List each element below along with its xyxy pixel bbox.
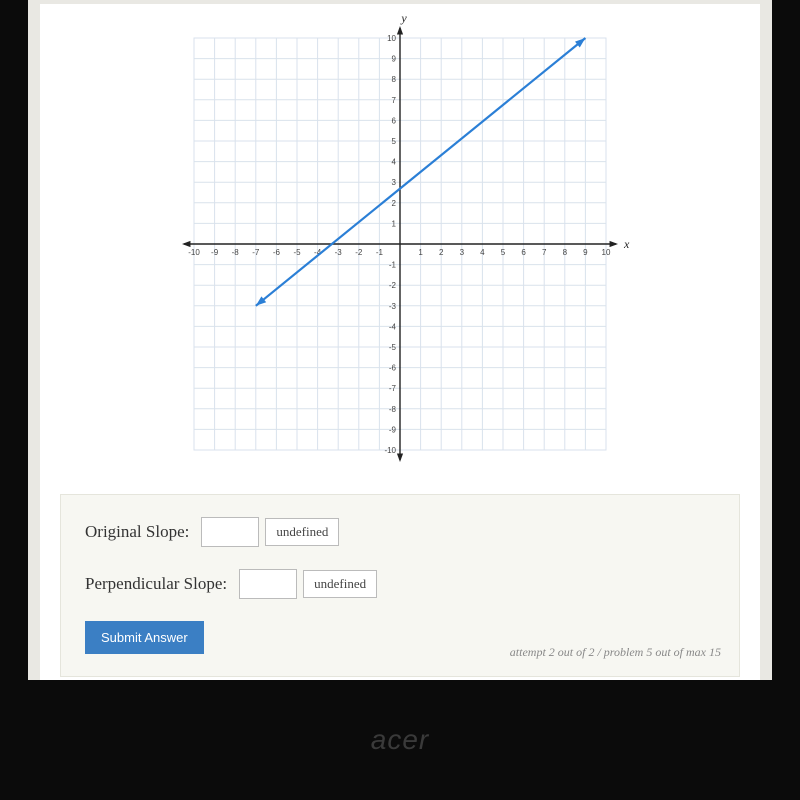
perpendicular-slope-label: Perpendicular Slope: — [85, 574, 227, 594]
laptop-brand-logo: acer — [371, 724, 429, 756]
svg-text:9: 9 — [583, 248, 588, 257]
bezel-left — [0, 0, 28, 680]
svg-text:-3: -3 — [389, 302, 397, 311]
perpendicular-slope-row: Perpendicular Slope: undefined — [85, 569, 715, 599]
attempt-status: attempt 2 out of 2 / problem 5 out of ma… — [510, 645, 721, 660]
original-slope-label: Original Slope: — [85, 522, 189, 542]
svg-text:4: 4 — [480, 248, 485, 257]
svg-text:-2: -2 — [355, 248, 363, 257]
svg-text:-7: -7 — [252, 248, 260, 257]
svg-text:2: 2 — [439, 248, 444, 257]
svg-text:7: 7 — [392, 96, 397, 105]
svg-text:-10: -10 — [188, 248, 200, 257]
svg-text:-8: -8 — [232, 248, 240, 257]
svg-text:6: 6 — [392, 116, 397, 125]
answer-panel: Original Slope: undefined Perpendicular … — [60, 494, 740, 677]
svg-text:5: 5 — [392, 137, 397, 146]
svg-text:x: x — [623, 237, 630, 251]
svg-text:-8: -8 — [389, 405, 397, 414]
graph-container: -10 -9 -8 -7 -6 -5 -4 -3 -2 -1 1 2 3 4 5 6 7 8 9 10 -10 -9 -8 -… — [60, 14, 740, 474]
screen-content: -10 -9 -8 -7 -6 -5 -4 -3 -2 -1 1 2 3 4 5 6 7 8 9 10 -10 -9 -8 -… — [28, 0, 772, 680]
svg-text:10: 10 — [387, 34, 396, 43]
svg-text:5: 5 — [501, 248, 506, 257]
perpendicular-slope-input[interactable] — [239, 569, 297, 599]
svg-text:-6: -6 — [273, 248, 281, 257]
svg-text:y: y — [400, 14, 407, 25]
laptop-bezel-bottom: acer — [0, 680, 800, 800]
svg-text:8: 8 — [392, 75, 397, 84]
svg-text:7: 7 — [542, 248, 547, 257]
svg-text:9: 9 — [392, 55, 397, 64]
original-slope-row: Original Slope: undefined — [85, 517, 715, 547]
svg-text:3: 3 — [460, 248, 465, 257]
svg-text:6: 6 — [521, 248, 526, 257]
perpendicular-undefined-button[interactable]: undefined — [303, 570, 377, 598]
svg-text:-9: -9 — [389, 425, 397, 434]
svg-text:3: 3 — [392, 178, 397, 187]
svg-text:2: 2 — [392, 199, 397, 208]
svg-text:-4: -4 — [389, 322, 397, 331]
svg-text:-6: -6 — [389, 364, 397, 373]
submit-answer-button[interactable]: Submit Answer — [85, 621, 204, 654]
svg-text:8: 8 — [563, 248, 568, 257]
svg-text:-2: -2 — [389, 281, 397, 290]
original-slope-input[interactable] — [201, 517, 259, 547]
svg-text:-1: -1 — [376, 248, 384, 257]
svg-text:-9: -9 — [211, 248, 219, 257]
svg-text:-1: -1 — [389, 261, 397, 270]
svg-text:-3: -3 — [335, 248, 343, 257]
svg-text:-5: -5 — [389, 343, 397, 352]
coordinate-graph: -10 -9 -8 -7 -6 -5 -4 -3 -2 -1 1 2 3 4 5 6 7 8 9 10 -10 -9 -8 -… — [170, 14, 630, 474]
svg-text:-10: -10 — [384, 446, 396, 455]
worksheet-page: -10 -9 -8 -7 -6 -5 -4 -3 -2 -1 1 2 3 4 5 6 7 8 9 10 -10 -9 -8 -… — [40, 4, 760, 680]
svg-text:-7: -7 — [389, 384, 397, 393]
bezel-right — [772, 0, 800, 680]
svg-text:1: 1 — [392, 219, 397, 228]
svg-text:4: 4 — [392, 158, 397, 167]
svg-text:10: 10 — [602, 248, 611, 257]
svg-text:-5: -5 — [293, 248, 301, 257]
original-undefined-button[interactable]: undefined — [265, 518, 339, 546]
svg-text:1: 1 — [418, 248, 423, 257]
